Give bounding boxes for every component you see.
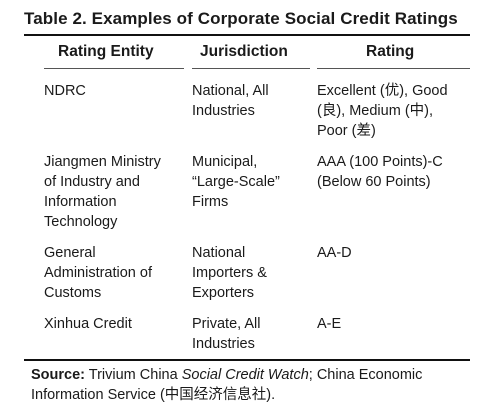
header-underline-entity (44, 68, 184, 69)
source-italic-title: Social Credit Watch (181, 367, 309, 383)
header-underline-jurisdiction (192, 68, 310, 69)
row-2-jurisdiction: Municipal, “Large-Scale” Firms (192, 154, 280, 210)
row-4-rating: A-E (317, 316, 342, 332)
row-4-jurisdiction: Private, All Industries (192, 316, 261, 352)
header-jurisdiction: Jurisdiction (200, 43, 288, 60)
source-note: Source: Trivium China Social Credit Watc… (31, 365, 471, 405)
header-rating-entity: Rating Entity (58, 43, 154, 60)
row-2-rating: AAA (100 Points)-C (Below 60 Points) (317, 154, 443, 190)
row-3-jurisdiction: National Importers & Exporters (192, 245, 267, 301)
row-2-entity: Jiangmen Ministry of Industry and Inform… (44, 154, 161, 230)
source-label: Source: (31, 367, 85, 383)
row-3-rating: AA-D (317, 245, 352, 261)
row-1-jurisdiction: National, All Industries (192, 83, 269, 119)
row-4-entity: Xinhua Credit (44, 316, 132, 332)
top-rule (24, 34, 470, 36)
header-underline-rating (317, 68, 470, 69)
row-3-entity: General Administration of Customs (44, 245, 152, 301)
source-text-before: Trivium China (85, 367, 182, 383)
table-title: Table 2. Examples of Corporate Social Cr… (24, 9, 458, 28)
row-1-entity: NDRC (44, 83, 86, 99)
row-1-rating: Excellent (优), Good (良), Medium (中), Poo… (317, 83, 448, 139)
bottom-rule (24, 359, 470, 361)
header-rating: Rating (366, 43, 415, 60)
source-text-after: ; China Economic Information Service (中国… (31, 367, 423, 403)
